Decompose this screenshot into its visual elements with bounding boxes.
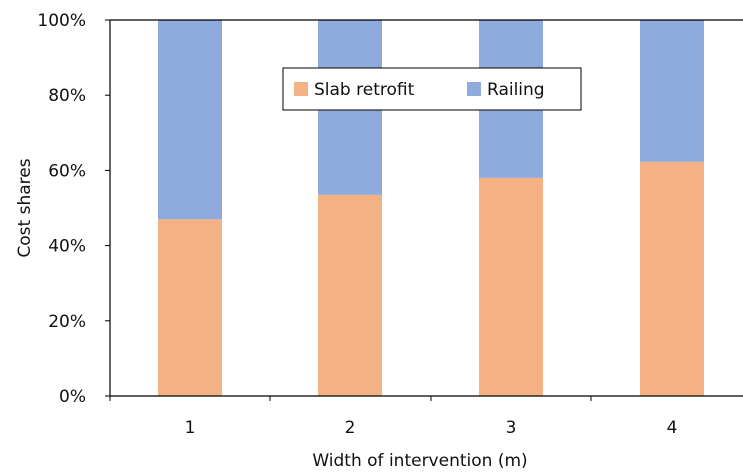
y-tick-label: 60% (48, 161, 86, 181)
axes-group (109, 19, 743, 397)
legend-swatch-railing (467, 82, 481, 96)
x-tick-label: 3 (506, 418, 517, 438)
x-tick-label: 4 (667, 418, 678, 438)
y-axis-title: Cost shares (15, 158, 35, 257)
y-tick-label: 0% (59, 387, 86, 407)
y-tick-label: 80% (48, 86, 86, 106)
legend-box (282, 67, 582, 111)
y-tick-label: 20% (48, 312, 86, 332)
x-tick-label: 1 (185, 418, 196, 438)
x-tick-label: 2 (345, 418, 356, 438)
y-tick-label: 100% (37, 11, 86, 31)
bar-railing-1 (158, 20, 222, 220)
bar-slab-retrofit-1 (158, 219, 222, 396)
bar-slab-retrofit-2 (318, 194, 382, 396)
y-tick-labels: 0% 20% 40% 60% 80% 100% (37, 11, 110, 407)
bar-slab-retrofit-4 (640, 161, 704, 396)
legend-label-slab-retrofit: Slab retrofit (314, 80, 415, 100)
legend: Slab retrofit Railing (282, 67, 582, 111)
bar-railing-4 (640, 20, 704, 162)
legend-swatch-slab-retrofit (294, 82, 308, 96)
x-tick-labels: 1 2 3 4 (109, 396, 678, 438)
y-tick-label: 40% (48, 237, 86, 257)
legend-label-railing: Railing (487, 80, 545, 100)
bar-slab-retrofit-3 (479, 177, 543, 396)
x-axis-title: Width of intervention (m) (312, 451, 527, 471)
